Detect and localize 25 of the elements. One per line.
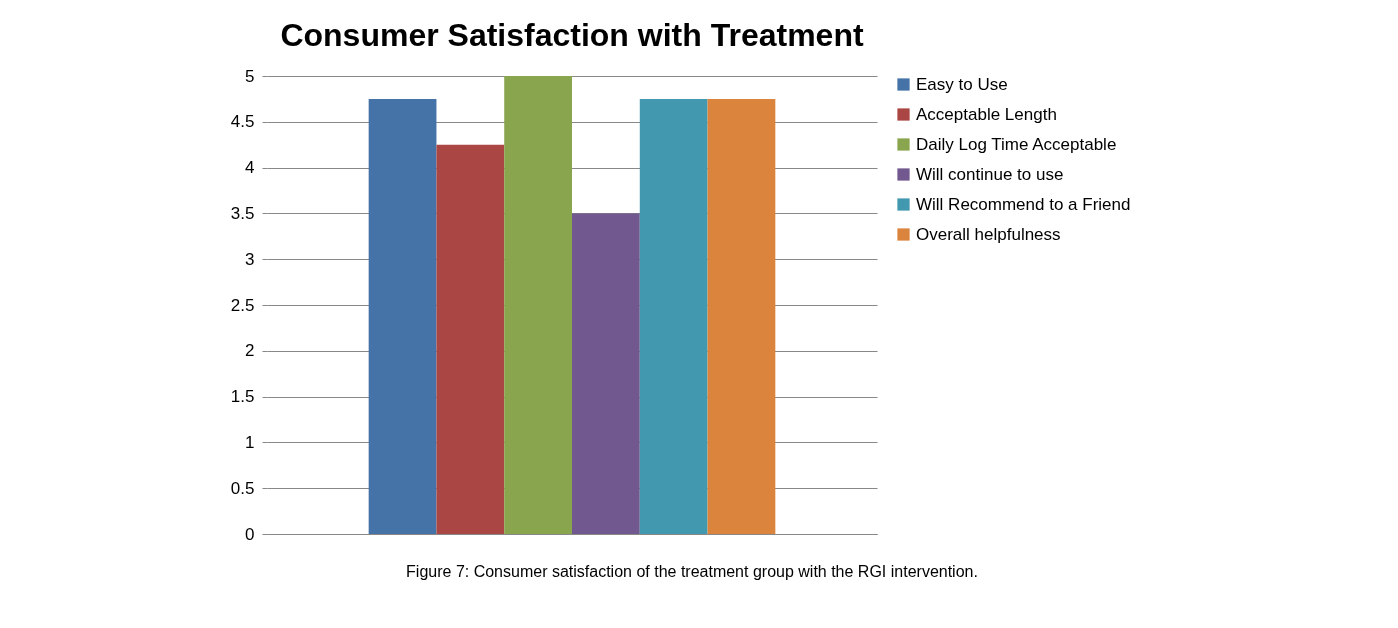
- y-tick-label: 2.5: [230, 295, 255, 315]
- legend-label: Overall helpfulness: [916, 224, 1061, 244]
- y-tick-label: 3.5: [230, 203, 255, 223]
- legend-label: Acceptable Length: [916, 104, 1057, 124]
- bar: [639, 98, 708, 534]
- y-tick-label: 5: [245, 66, 255, 86]
- legend-label: Easy to Use: [916, 74, 1008, 94]
- y-tick-label: 4: [245, 158, 255, 178]
- y-tick-label: 2: [245, 341, 255, 361]
- caption: Figure 7: Consumer satisfaction of the treatment group with the RGI intervention.: [406, 563, 978, 580]
- bar: [504, 76, 572, 534]
- chart-title: Consumer Satisfaction with Treatment: [280, 17, 864, 53]
- y-tick-label: 0.5: [230, 478, 255, 498]
- bar: [572, 213, 640, 534]
- legend-label: Daily Log Time Acceptable: [916, 134, 1117, 154]
- y-tick-label: 1: [245, 432, 255, 452]
- legend-label: Will continue to use: [916, 164, 1064, 184]
- bar: [368, 98, 437, 534]
- bar: [436, 144, 505, 534]
- y-tick-label: 0: [245, 524, 255, 544]
- bar: [707, 98, 776, 534]
- y-tick-label: 1.5: [230, 387, 255, 407]
- y-tick-label: 4.5: [230, 112, 255, 132]
- legend-label: Will Recommend to a Friend: [916, 194, 1131, 214]
- y-tick-label: 3: [245, 249, 255, 269]
